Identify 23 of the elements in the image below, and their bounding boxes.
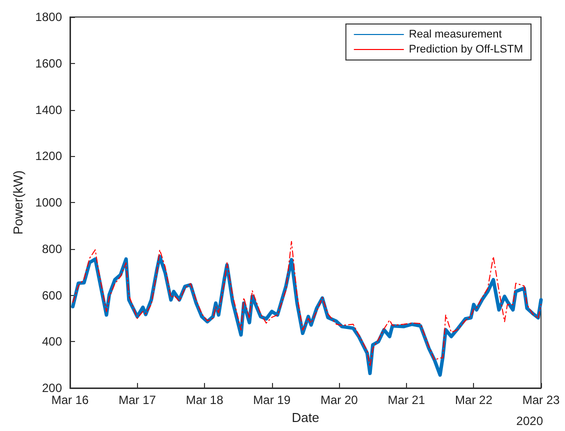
y-tick-label: 1000 (35, 196, 62, 210)
x-tick-label: Mar 17 (118, 393, 156, 407)
x-tick-label: Mar 21 (388, 393, 426, 407)
y-tick-label: 1200 (35, 149, 62, 164)
x-tick-label: Mar 22 (455, 393, 493, 407)
x-tick-label: Mar 23 (522, 393, 560, 407)
y-tick-label: 1600 (35, 56, 62, 70)
y-tick-label: 400 (42, 334, 62, 349)
x-tick-label: Mar 16 (51, 393, 89, 407)
y-tick-label: 200 (42, 381, 62, 395)
legend-label: Prediction by Off-LSTM (408, 44, 524, 56)
y-axis-title: Power(kW) (10, 170, 26, 235)
x-tick-label: Mar 18 (186, 393, 224, 407)
y-tick-label: 600 (42, 288, 62, 302)
y-tick-label: 1800 (35, 10, 62, 24)
x-tick-label: Mar 20 (320, 393, 358, 407)
line-series (72, 240, 542, 368)
x-axis-title: Date (292, 410, 320, 425)
y-tick-label: 1400 (35, 102, 62, 117)
text: 2020 (516, 414, 544, 428)
y-tick-label: 800 (42, 242, 62, 256)
x-tick-label: Mar 19 (253, 393, 291, 407)
legend-label: Real measurement (408, 28, 502, 40)
